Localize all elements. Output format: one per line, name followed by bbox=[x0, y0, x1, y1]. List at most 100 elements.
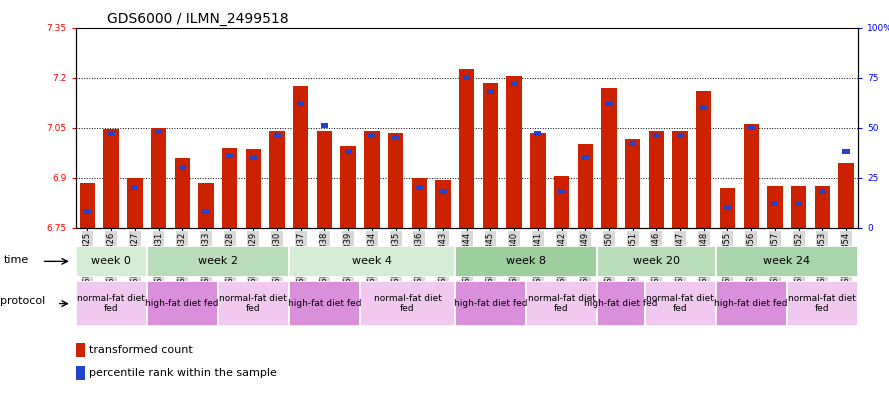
Text: transformed count: transformed count bbox=[89, 345, 193, 355]
Bar bbox=[360, 281, 455, 326]
Bar bbox=[672, 131, 688, 228]
Bar bbox=[250, 155, 257, 160]
Text: week 4: week 4 bbox=[352, 256, 392, 266]
Bar bbox=[772, 201, 779, 206]
Bar bbox=[625, 140, 640, 228]
Bar bbox=[716, 246, 858, 277]
Bar bbox=[645, 281, 716, 326]
Bar bbox=[554, 176, 569, 228]
Bar bbox=[147, 281, 218, 326]
Bar bbox=[222, 148, 237, 228]
Bar bbox=[245, 149, 261, 228]
Bar bbox=[103, 129, 119, 228]
Bar bbox=[218, 281, 289, 326]
Bar bbox=[203, 209, 210, 215]
Bar bbox=[814, 186, 830, 228]
Bar bbox=[226, 153, 233, 158]
Bar bbox=[108, 131, 115, 136]
Bar bbox=[605, 101, 613, 106]
Bar bbox=[321, 123, 328, 128]
Bar bbox=[84, 209, 91, 215]
Bar bbox=[767, 186, 782, 228]
Bar bbox=[748, 125, 755, 130]
Bar bbox=[147, 246, 289, 277]
Bar bbox=[838, 163, 853, 228]
Bar bbox=[174, 158, 190, 228]
Bar bbox=[578, 144, 593, 228]
Text: protocol: protocol bbox=[0, 296, 45, 306]
Bar bbox=[526, 281, 597, 326]
Bar bbox=[743, 125, 759, 228]
Text: high-fat diet fed: high-fat diet fed bbox=[146, 299, 219, 308]
Text: week 2: week 2 bbox=[198, 256, 237, 266]
Bar bbox=[677, 133, 684, 138]
Bar bbox=[787, 281, 858, 326]
Bar bbox=[76, 246, 147, 277]
Text: week 0: week 0 bbox=[92, 256, 131, 266]
Bar bbox=[364, 131, 380, 228]
Bar bbox=[463, 75, 470, 80]
Bar bbox=[127, 178, 142, 228]
Text: GDS6000 / ILMN_2499518: GDS6000 / ILMN_2499518 bbox=[107, 13, 289, 26]
Text: week 20: week 20 bbox=[633, 256, 680, 266]
Bar bbox=[558, 189, 565, 195]
Bar bbox=[701, 105, 708, 110]
Bar bbox=[459, 69, 475, 228]
Bar bbox=[179, 165, 186, 170]
Text: normal-fat diet
fed: normal-fat diet fed bbox=[646, 294, 714, 313]
Bar bbox=[629, 141, 637, 146]
Bar bbox=[132, 185, 139, 190]
Text: high-fat diet fed: high-fat diet fed bbox=[584, 299, 658, 308]
Bar bbox=[649, 131, 664, 228]
Bar bbox=[198, 183, 213, 228]
Bar bbox=[455, 281, 526, 326]
Text: normal-fat diet
fed: normal-fat diet fed bbox=[789, 294, 856, 313]
Bar bbox=[601, 88, 617, 228]
Bar bbox=[151, 128, 166, 228]
Bar bbox=[843, 149, 850, 154]
Bar bbox=[597, 246, 716, 277]
Text: week 24: week 24 bbox=[763, 256, 811, 266]
Text: normal-fat diet
fed: normal-fat diet fed bbox=[527, 294, 596, 313]
Text: high-fat diet fed: high-fat diet fed bbox=[288, 299, 361, 308]
Bar bbox=[289, 246, 455, 277]
Bar bbox=[696, 91, 711, 228]
Text: normal-fat diet
fed: normal-fat diet fed bbox=[77, 294, 145, 313]
Bar bbox=[483, 83, 498, 228]
Text: high-fat diet fed: high-fat diet fed bbox=[453, 299, 527, 308]
Bar bbox=[80, 183, 95, 228]
Bar bbox=[510, 81, 517, 86]
Text: normal-fat diet
fed: normal-fat diet fed bbox=[373, 294, 442, 313]
Bar bbox=[716, 281, 787, 326]
Bar bbox=[76, 343, 85, 357]
Text: normal-fat diet
fed: normal-fat diet fed bbox=[220, 294, 287, 313]
Bar bbox=[269, 131, 284, 228]
Bar bbox=[392, 135, 399, 140]
Bar bbox=[416, 185, 423, 190]
Bar bbox=[597, 281, 645, 326]
Bar bbox=[340, 146, 356, 228]
Bar bbox=[581, 155, 589, 160]
Bar bbox=[439, 189, 446, 195]
Bar bbox=[507, 76, 522, 228]
Bar bbox=[653, 133, 660, 138]
Text: high-fat diet fed: high-fat diet fed bbox=[715, 299, 788, 308]
Bar bbox=[487, 89, 494, 94]
Bar bbox=[530, 133, 546, 228]
Bar bbox=[791, 186, 806, 228]
Bar bbox=[819, 189, 826, 195]
Text: week 8: week 8 bbox=[506, 256, 546, 266]
Bar bbox=[388, 133, 404, 228]
Bar bbox=[455, 246, 597, 277]
Bar bbox=[289, 281, 360, 326]
Bar bbox=[297, 101, 304, 106]
Text: time: time bbox=[4, 255, 29, 265]
Bar bbox=[720, 188, 735, 228]
Bar bbox=[724, 206, 731, 210]
Bar bbox=[534, 131, 541, 136]
Bar bbox=[436, 180, 451, 228]
Bar bbox=[76, 281, 147, 326]
Bar bbox=[274, 133, 281, 138]
Bar bbox=[155, 129, 162, 134]
Bar bbox=[795, 201, 802, 206]
